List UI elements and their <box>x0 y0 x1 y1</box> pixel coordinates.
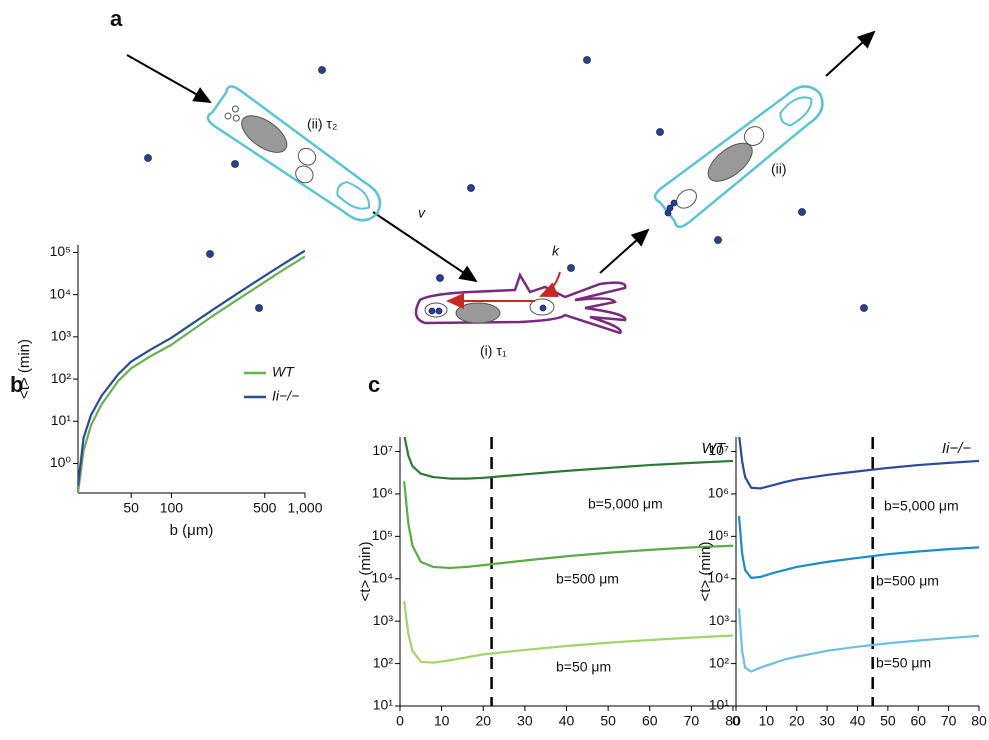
y-tick-label: 10⁵ <box>708 527 729 543</box>
y-tick-label: 10⁵ <box>372 527 393 543</box>
x-tick-label: 10 <box>759 713 775 729</box>
arrows <box>127 32 874 281</box>
y-tick-label: 10² <box>709 654 730 670</box>
cell-right <box>653 75 833 229</box>
y-tick-label: 10⁴ <box>371 569 393 585</box>
x-tick-label: 1,000 <box>287 500 322 516</box>
x-tick-label: 10 <box>434 713 450 729</box>
y-tick-label: 10⁶ <box>372 485 393 501</box>
rate-label: k <box>552 243 560 259</box>
y-axis-label: <t> (min) <box>357 541 374 601</box>
series-line <box>78 251 305 486</box>
y-tick-label: 10¹ <box>373 697 394 713</box>
cell-label: (ii) τ₂ <box>307 116 337 132</box>
y-tick-label: 10⁷ <box>372 442 393 458</box>
series-line <box>404 481 733 568</box>
series-line <box>739 608 979 671</box>
y-tick-label: 10⁵ <box>50 243 71 259</box>
y-tick-label: 10³ <box>51 328 72 344</box>
x-tick-label: 70 <box>684 713 700 729</box>
x-tick-label: 50 <box>123 500 139 516</box>
y-tick-label: 10⁰ <box>50 454 72 470</box>
diagram: (ii) τ₂ v k (i) τ₁ (ii) <box>127 32 874 359</box>
x-tick-label: 70 <box>941 713 957 729</box>
cell-label: (ii) <box>771 161 787 177</box>
x-tick-label: 80 <box>971 713 987 729</box>
y-tick-label: 10⁶ <box>708 485 729 501</box>
cell-bottom <box>416 272 625 333</box>
y-tick-label: 10³ <box>709 612 730 628</box>
x-tick-label: 40 <box>850 713 866 729</box>
x-tick-label: 60 <box>910 713 926 729</box>
cell-top <box>206 84 390 231</box>
y-tick-label: 10² <box>51 370 72 386</box>
y-tick-label: 10¹ <box>51 412 72 428</box>
y-tick-label: 10⁴ <box>49 285 71 301</box>
series-line <box>739 516 979 578</box>
x-tick-label: 100 <box>160 500 184 516</box>
series-label: b=50 μm <box>876 655 931 671</box>
cell-label: (i) τ₁ <box>480 343 507 359</box>
chart-title: Ii−/− <box>942 440 971 457</box>
series-label: b=5,000 μm <box>884 498 959 514</box>
y-tick-label: 10³ <box>373 612 394 628</box>
y-tick-label: 10¹ <box>709 697 730 713</box>
series-line <box>404 601 733 663</box>
legend-label: WT <box>272 364 295 380</box>
x-tick-label: 50 <box>880 713 896 729</box>
x-tick-label: 40 <box>559 713 575 729</box>
x-tick-label: 30 <box>517 713 533 729</box>
x-axis-label: b (μm) <box>170 522 214 539</box>
legend-label: Ii−/− <box>272 388 299 404</box>
series-label: b=500 μm <box>876 573 939 589</box>
velocity-label: v <box>418 205 426 221</box>
x-tick-label: 50 <box>600 713 616 729</box>
series-line <box>404 435 733 479</box>
series-label: b=500 μm <box>556 571 619 587</box>
y-axis-label: <t> (min) <box>697 541 714 601</box>
x-tick-label: 500 <box>253 500 277 516</box>
y-tick-label: 10⁷ <box>708 442 729 458</box>
series-label: b=5,000 μm <box>588 496 663 512</box>
x-tick-label: 0 <box>396 713 404 729</box>
x-tick-label: 20 <box>475 713 491 729</box>
x-tick-label: 60 <box>642 713 658 729</box>
panel-label: c <box>368 372 380 397</box>
panel-label: a <box>110 6 123 31</box>
x-tick-label: 20 <box>789 713 805 729</box>
y-tick-label: 10² <box>373 654 394 670</box>
y-axis-label: <t> (min) <box>16 339 33 399</box>
x-tick-label: 30 <box>819 713 835 729</box>
series-label: b=50 μm <box>556 659 611 675</box>
bacteria <box>145 57 868 315</box>
series-line <box>78 257 305 493</box>
x-tick-label: 0 <box>732 713 740 729</box>
